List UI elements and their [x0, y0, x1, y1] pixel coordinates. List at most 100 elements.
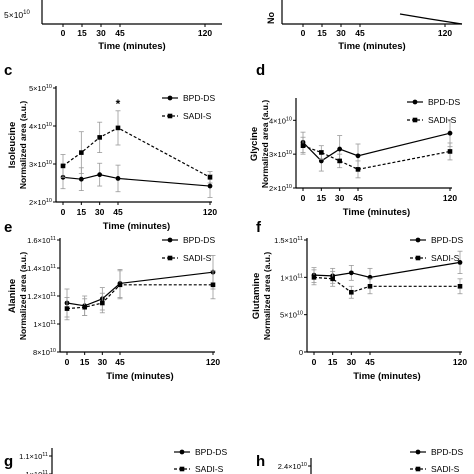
y-tick-label: 1.6×1011 — [27, 236, 56, 245]
panel-f: f 0 5×1010 1×1011 1.5×1011 0 15 30 45 120 Time (mi… — [251, 219, 467, 382]
legend-label: SADI-S — [183, 111, 212, 121]
legend: BPD-DS SADI-S — [162, 93, 215, 121]
x-tick-label: 30 — [98, 357, 108, 367]
top-left-xlabel: Time (minutes) — [98, 41, 165, 52]
y-tick-label: 1.5×1011 — [274, 236, 303, 245]
data-point — [207, 175, 213, 180]
legend-marker — [412, 99, 418, 105]
x-tick-label: 120 — [203, 207, 217, 217]
top-left-ytick: 5×1010 — [4, 10, 30, 20]
panel-g: g 1.1×1011 1×1011 BPD-DS SADI-S — [4, 447, 227, 474]
x-tick-label: 15 — [317, 193, 327, 203]
data-point — [337, 146, 343, 152]
series-sadi-s — [60, 110, 213, 184]
x-tick-label: 15 — [77, 207, 87, 217]
data-point — [367, 283, 373, 289]
legend-label: SADI-S — [195, 464, 224, 474]
y-tick-label: 1.2×1011 — [27, 292, 56, 301]
legend-label: SADI-S — [428, 115, 457, 125]
series-line — [302, 145, 451, 171]
panel-d: d 2×1010 3×1010 4×1010 0 15 30 45 120 Time (minut… — [249, 62, 460, 218]
data-point — [64, 306, 70, 311]
data-point — [318, 158, 324, 164]
data-point — [300, 143, 306, 148]
x-tick-label: 15 — [328, 357, 338, 367]
y-tick-label: 1×1011 — [25, 470, 48, 474]
y-tick-label: 4×1010 — [269, 116, 292, 125]
legend: BPD-DS SADI-S — [410, 235, 463, 263]
x-tick-label: 30 — [96, 28, 106, 38]
y-tick-label: 5×1010 — [280, 311, 303, 320]
x-tick-label: 15 — [77, 28, 87, 38]
data-point — [97, 172, 103, 178]
x-axis-label: Time (minutes) — [106, 371, 173, 382]
y-tick-label: 8×1010 — [33, 348, 56, 357]
legend-marker — [167, 113, 173, 119]
data-point — [115, 176, 121, 181]
data-point — [447, 149, 453, 154]
legend-label: SADI-S — [431, 253, 460, 263]
legend-marker — [415, 255, 421, 261]
x-tick-label: 120 — [453, 357, 467, 367]
series-sadi-s — [311, 269, 463, 299]
data-point — [311, 275, 317, 280]
legend-label: BPD-DS — [195, 447, 227, 457]
panel-letter: e — [4, 219, 12, 236]
x-tick-label: 0 — [65, 357, 70, 367]
series-bpd-ds — [60, 162, 213, 198]
x-tick-label: 120 — [206, 357, 220, 367]
data-point — [447, 130, 453, 136]
y-axis-label-primary: Alanine — [7, 279, 18, 313]
data-point — [210, 282, 216, 288]
x-tick-label: 30 — [336, 28, 346, 38]
legend-label: BPD-DS — [431, 447, 463, 457]
y-axis-label-secondary: Normalized area (a.u.) — [18, 101, 28, 190]
data-point — [457, 260, 463, 265]
legend-label: SADI-S — [431, 464, 460, 474]
series-bpd-ds — [64, 254, 216, 318]
x-tick-label: 0 — [312, 357, 317, 367]
y-tick-label: 3×1010 — [29, 160, 52, 169]
top-right-remnant: No 0 15 30 45 120 Time (minutes) — [266, 0, 463, 52]
y-tick-label: 1.1×1011 — [19, 452, 48, 461]
data-point — [330, 276, 335, 282]
x-axis-label: Time (minutes) — [353, 371, 420, 382]
data-point — [79, 150, 84, 155]
legend-marker — [167, 237, 173, 243]
x-tick-label: 45 — [113, 207, 123, 217]
data-point — [100, 300, 105, 306]
data-point — [207, 183, 213, 189]
series-line — [62, 127, 211, 178]
data-point — [457, 283, 463, 289]
y-axis-label-secondary: Normalized area (a.u.) — [262, 252, 272, 341]
x-tick-label: 0 — [61, 207, 66, 217]
panel-c: c 2×1010 3×1010 4×1010 5×1010 0 15 30 45 120 Time … — [4, 62, 217, 232]
series-line — [66, 271, 214, 307]
series-line — [313, 276, 460, 293]
x-axis-label: Time (minutes) — [103, 221, 170, 232]
series-sadi-s — [300, 136, 453, 179]
top-right-series-tail — [399, 13, 463, 25]
panel-letter: f — [256, 219, 262, 236]
y-tick-label: 2×1010 — [269, 184, 292, 193]
data-point — [97, 135, 102, 140]
legend-label: BPD-DS — [431, 235, 463, 245]
panel-e: e 8×1010 1×1011 1.2×1011 1.4×1011 1.6×1011 0 15… — [4, 219, 220, 382]
y-axis-label-secondary: Normalized area (a.u.) — [260, 100, 270, 189]
series-line — [66, 284, 213, 310]
y-tick-label: 2.4×1010 — [278, 462, 307, 471]
top-right-xlabel: Time (minutes) — [338, 41, 405, 52]
panel-letter: h — [256, 453, 265, 470]
panel-letter: d — [256, 62, 265, 79]
x-tick-label: 45 — [353, 193, 363, 203]
x-tick-label: 30 — [335, 193, 345, 203]
legend-label: BPD-DS — [183, 93, 215, 103]
legend-marker — [415, 466, 421, 472]
y-axis-label-primary: Isoleucine — [7, 122, 18, 168]
series-line — [302, 132, 451, 162]
legend-marker — [167, 255, 173, 261]
series-bpd-ds — [300, 119, 453, 172]
y-tick-label: 1×1011 — [33, 320, 56, 329]
y-tick-label: 2×1010 — [29, 198, 52, 207]
series-sadi-s — [64, 270, 216, 321]
